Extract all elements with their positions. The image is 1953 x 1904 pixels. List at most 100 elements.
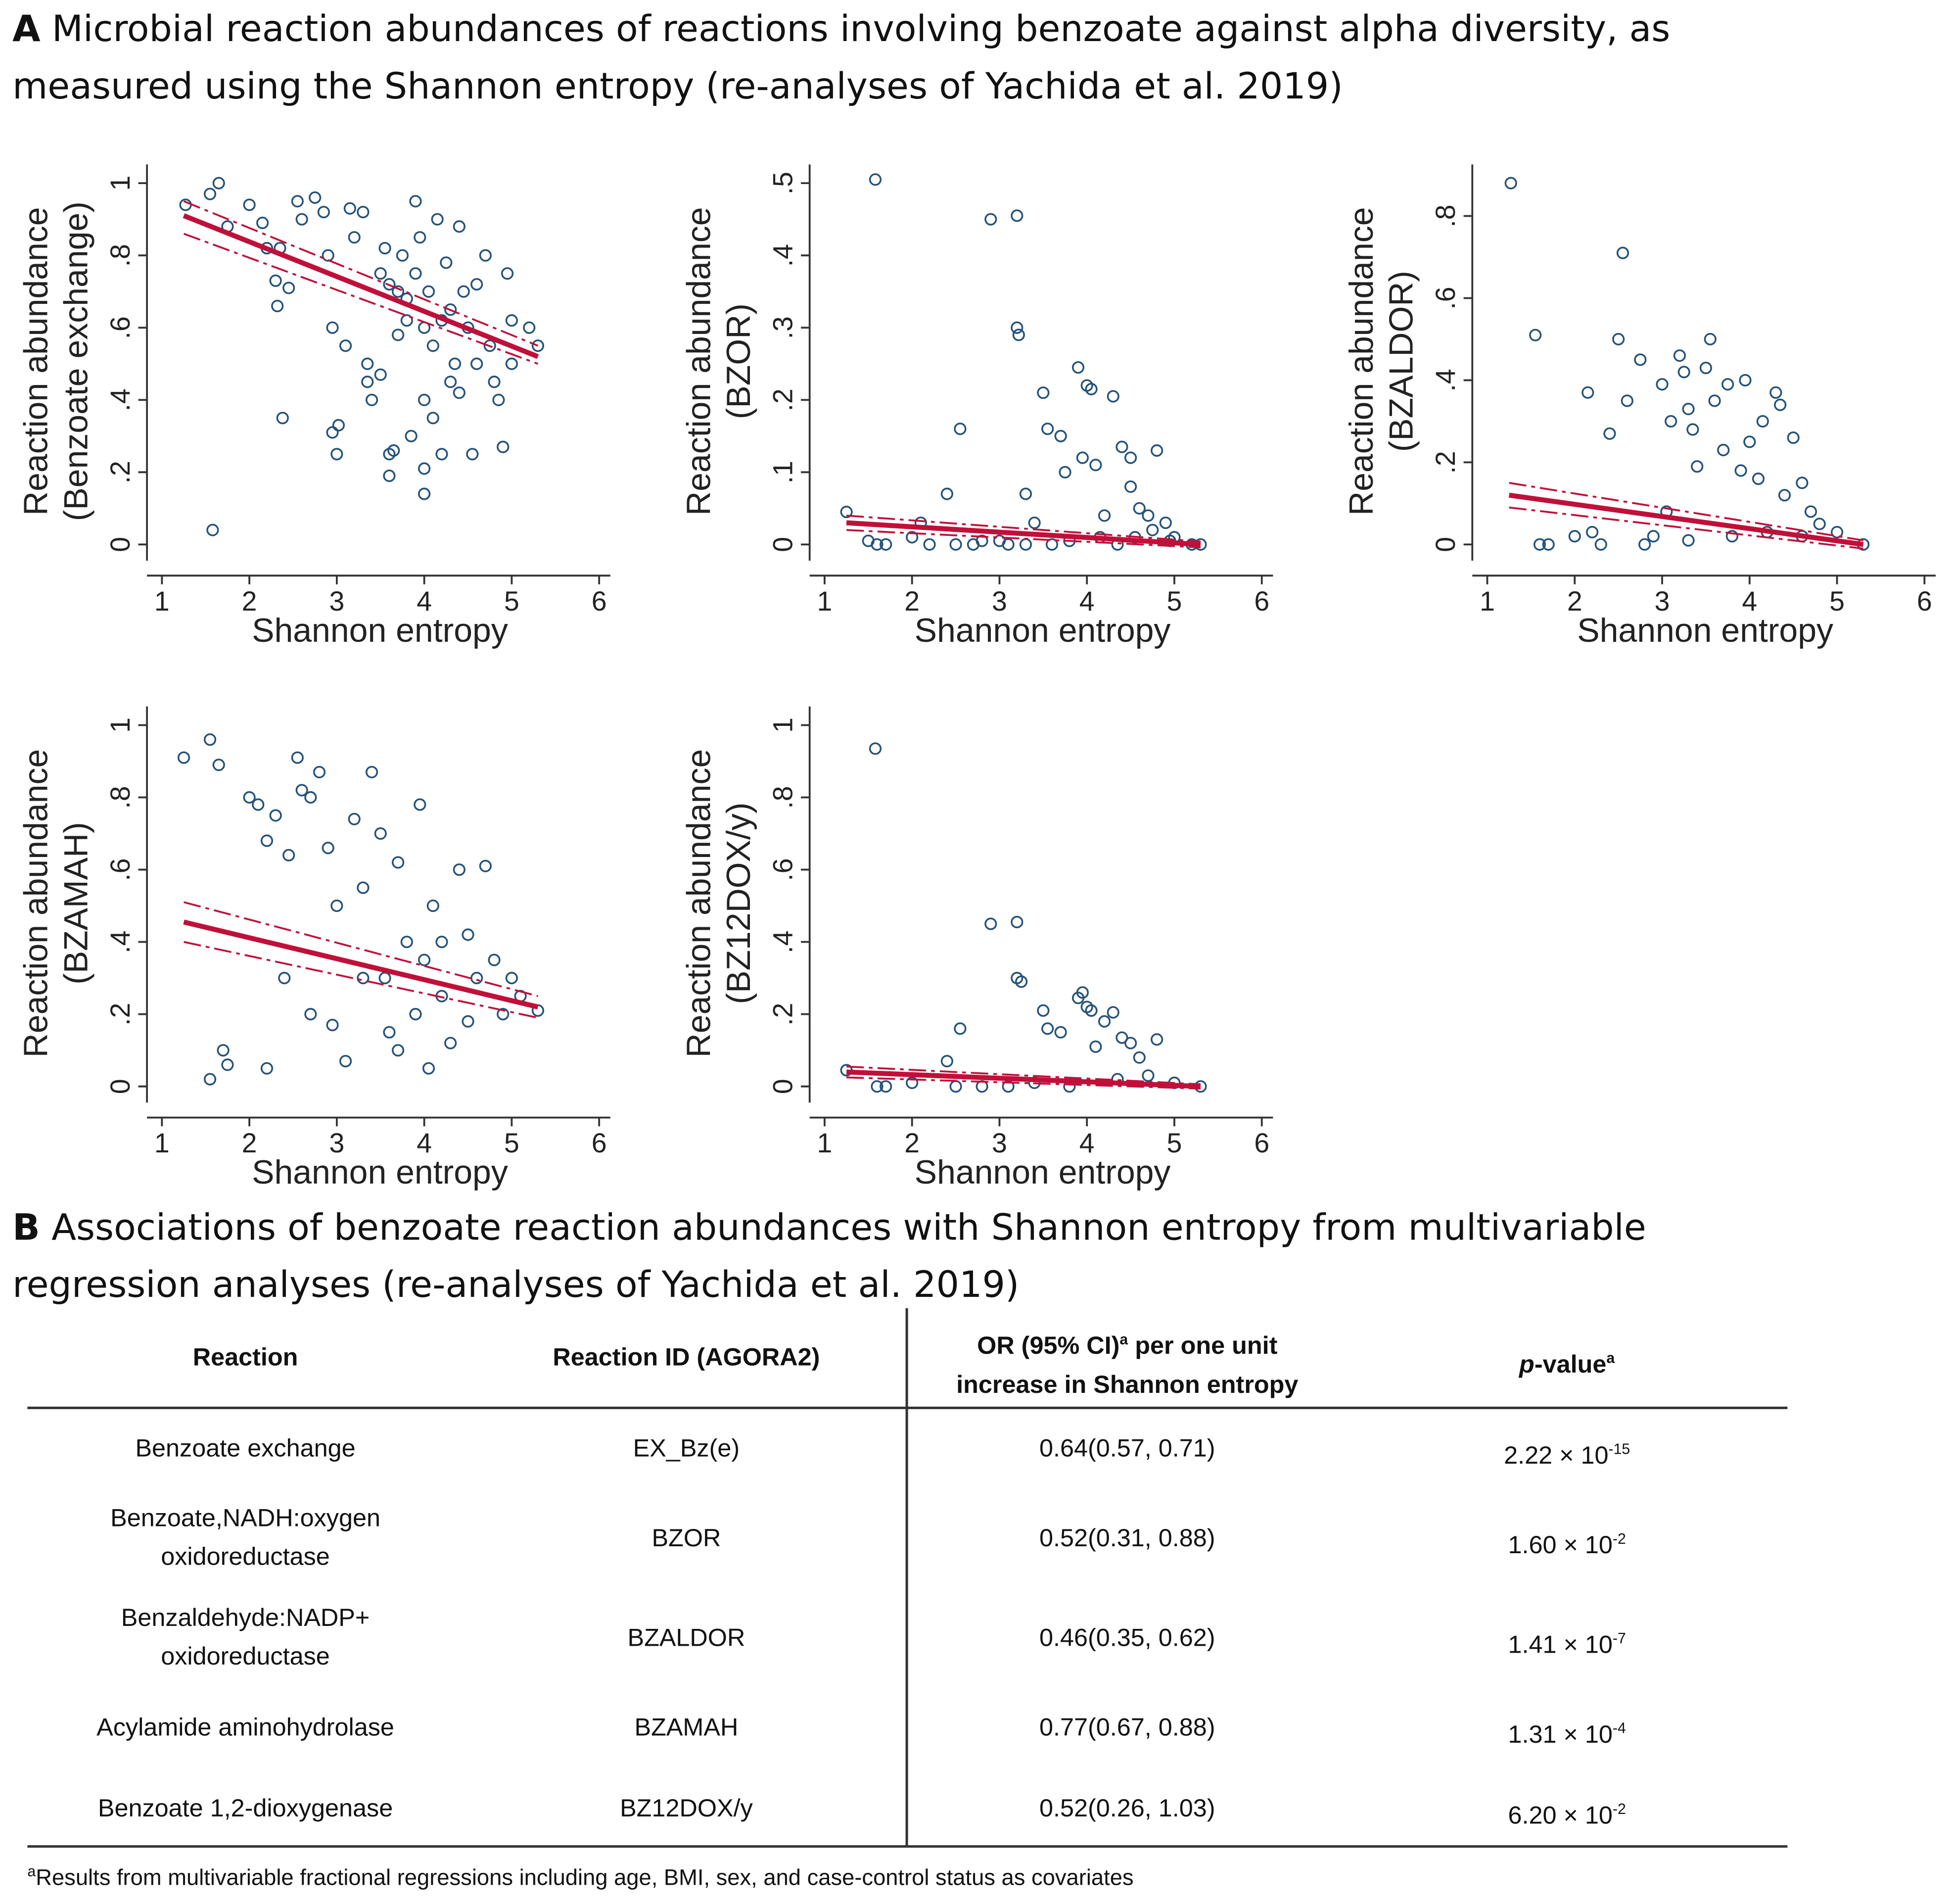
data-point: [1011, 209, 1023, 222]
data-point: [396, 249, 409, 262]
scatter-bzor: 1 2 3 4 5 6 0 .1 .2 .3 .4 .5 Shannon entropy Reaction…: [663, 149, 1326, 666]
data-point: [400, 936, 413, 949]
data-point: [940, 487, 953, 500]
y-axis-title-line1: Reaction abundance: [17, 207, 55, 516]
data-point: [1647, 530, 1660, 543]
data-point: [1665, 415, 1677, 428]
y-tick-label: 1: [105, 176, 136, 191]
ci-lower-line: [846, 1076, 1201, 1090]
x-tick-label: 6: [1917, 586, 1932, 617]
data-point: [304, 791, 317, 804]
data-point: [453, 220, 465, 233]
data-point: [1616, 246, 1629, 259]
data-point: [276, 412, 289, 425]
data-point: [418, 487, 431, 500]
panel-a-title: A Microbial reaction abundances of react…: [12, 0, 1670, 115]
data-point: [365, 393, 378, 406]
cell-p-value: 1.41 × 10-7: [1508, 1619, 1626, 1665]
p-base: 2.22 × 10: [1504, 1441, 1609, 1470]
table-bottom-rule: [27, 1845, 1788, 1848]
y-tick-label: .5: [767, 172, 798, 194]
data-point: [871, 1080, 884, 1093]
data-point: [954, 423, 967, 435]
data-point: [1542, 538, 1555, 551]
x-tick-label: 6: [592, 1128, 607, 1158]
data-point: [313, 765, 326, 778]
data-point: [392, 329, 405, 341]
reaction-line1: Benzoate exchange: [135, 1434, 356, 1462]
x-tick-label: 4: [1742, 586, 1757, 617]
data-point: [1124, 480, 1137, 493]
y-tick-label: 0: [767, 1079, 798, 1094]
table-vertical-divider: [905, 1308, 908, 1847]
p-exponent: -4: [1612, 1718, 1626, 1736]
data-point: [1717, 443, 1730, 457]
y-tick-label: .6: [105, 316, 136, 339]
y-axis-title-line1: Reaction abundance: [680, 749, 717, 1058]
data-point: [1142, 509, 1155, 522]
data-point: [339, 339, 352, 352]
data-point: [505, 314, 518, 327]
data-point: [339, 1054, 352, 1068]
header-or-text: OR (95% CI): [977, 1333, 1120, 1360]
data-point: [1019, 538, 1032, 551]
data-point: [1015, 975, 1028, 988]
data-point: [1769, 386, 1782, 399]
data-point: [374, 368, 387, 381]
data-point: [949, 538, 962, 551]
data-point: [322, 249, 334, 262]
cell-reaction-id: BZOR: [651, 1524, 721, 1552]
data-point: [1796, 476, 1809, 489]
data-point: [906, 531, 919, 544]
data-point: [203, 733, 217, 746]
data-point: [409, 1008, 422, 1021]
scatter-bzaldor: 1 2 3 4 5 6 0 .2 .4 .6 .8 Shannon entropy Reaction a…: [1325, 149, 1953, 666]
y-axis-title-line2: (Benzoate exchange): [57, 201, 94, 521]
data-point: [1116, 440, 1128, 453]
data-point: [365, 765, 378, 778]
data-point: [1504, 177, 1517, 190]
ci-lower-line: [183, 233, 539, 365]
x-tick-label: 2: [904, 1128, 920, 1158]
data-point: [1594, 538, 1607, 551]
data-point: [304, 1008, 317, 1021]
data-point: [1011, 915, 1023, 929]
x-tick-label: 6: [1254, 586, 1269, 617]
data-point: [1146, 524, 1159, 536]
data-point: [1041, 423, 1054, 435]
y-tick-label: 1: [767, 717, 798, 733]
x-tick-label: 2: [1567, 586, 1582, 617]
x-tick-label: 1: [817, 586, 833, 617]
data-point: [400, 314, 413, 327]
data-point: [383, 470, 396, 482]
footnote-text: Results from multivariable fractional re…: [36, 1865, 1134, 1890]
p-base: 1.41 × 10: [1508, 1631, 1613, 1659]
data-point: [1002, 538, 1015, 551]
data-point: [462, 928, 474, 941]
data-point: [940, 1054, 953, 1068]
data-point: [374, 267, 387, 280]
data-point: [1612, 333, 1625, 346]
reaction-line1: Benzaldehyde:NADP+: [121, 1605, 370, 1632]
cell-reaction: Benzoate,NADH:oxygen oxidoreductase: [110, 1500, 380, 1577]
data-point: [330, 899, 343, 912]
y-tick-label: .6: [767, 858, 798, 881]
data-point: [203, 1073, 217, 1086]
data-point: [282, 282, 295, 294]
data-point: [1774, 398, 1787, 411]
data-point: [435, 448, 448, 461]
data-point: [392, 285, 405, 298]
data-point: [422, 1062, 435, 1075]
cell-reaction: Benzoate exchange: [135, 1429, 355, 1468]
data-point: [1076, 451, 1089, 464]
data-point: [470, 278, 483, 291]
x-tick-label: 1: [154, 586, 170, 617]
y-tick-label: .4: [105, 388, 136, 411]
data-point: [291, 751, 304, 764]
y-tick-label: .2: [767, 1003, 798, 1026]
data-point: [880, 1080, 892, 1093]
ci-lower-line: [1509, 506, 1863, 550]
data-point: [479, 249, 492, 262]
y-tick-label: .8: [105, 786, 136, 809]
data-point: [1028, 516, 1041, 529]
